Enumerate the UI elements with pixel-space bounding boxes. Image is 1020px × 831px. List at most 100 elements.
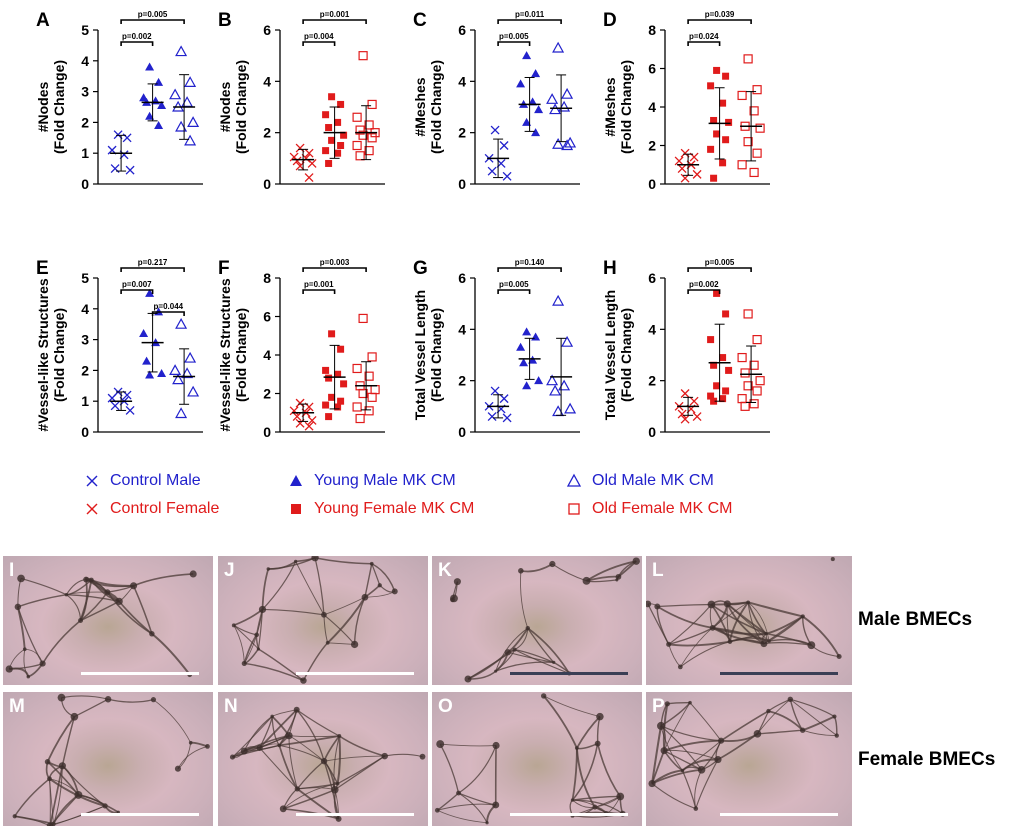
p-value-label: p=0.002	[689, 280, 719, 289]
data-point-x	[490, 386, 500, 396]
significance-bracket: p=0.005	[120, 10, 185, 24]
y-tick-label: 5	[81, 270, 89, 286]
data-point-square	[749, 167, 759, 178]
x-stroke	[295, 398, 305, 408]
vessel-segment	[48, 778, 51, 826]
data-point-triangle	[145, 62, 155, 71]
panel-label: N	[224, 696, 238, 717]
cell-cluster	[189, 570, 197, 578]
legend-item-young-female: Young Female MK CM	[282, 499, 474, 519]
data-point-square	[719, 354, 727, 362]
legend-label: Young Male MK CM	[314, 472, 456, 489]
vessel-segment	[596, 743, 621, 797]
vessel-segment	[133, 573, 194, 587]
data-point-square	[743, 54, 753, 64]
vessel-segment	[323, 614, 329, 643]
data-point-triangle	[546, 374, 559, 386]
y-axis-label-line: #Meshes	[602, 77, 618, 136]
data-point-square	[364, 120, 374, 130]
vessel-segment	[437, 809, 488, 824]
vessel-segment	[651, 768, 702, 785]
data-point-triangle	[528, 97, 538, 106]
data-point-x	[692, 412, 702, 422]
data-point-square	[337, 397, 345, 405]
data-point-square	[743, 137, 753, 147]
cell-cluster	[391, 588, 398, 595]
data-point-triangle	[522, 51, 532, 60]
legend-label: Control Male	[110, 472, 201, 489]
cell-cluster	[787, 696, 794, 703]
vessel-segment	[288, 735, 298, 790]
data-point-triangle	[142, 356, 152, 365]
group-control-male	[484, 386, 512, 423]
data-point-square	[352, 363, 362, 374]
data-point-triangle	[187, 385, 200, 397]
x-stroke	[692, 412, 702, 422]
x-stroke	[674, 156, 684, 166]
cell-cluster	[632, 557, 640, 565]
vessel-segment	[323, 760, 339, 784]
y-tick-label: 0	[81, 424, 89, 440]
significance-bracket: p=0.011	[497, 10, 562, 24]
micrograph-K: K	[432, 556, 642, 685]
data-point-square	[713, 66, 721, 74]
data-point-triangle	[519, 358, 529, 367]
legend-label: Control Female	[110, 500, 220, 517]
cell-cluster	[680, 768, 685, 773]
vessel-segment	[514, 628, 529, 651]
vessel-segment	[314, 557, 325, 615]
cell-cluster	[241, 660, 247, 667]
x-stroke	[490, 386, 500, 396]
data-point-square	[752, 85, 762, 95]
y-axis-label-line: #Nodes	[35, 82, 51, 133]
vessel-segment	[695, 759, 719, 809]
cell-cluster	[270, 714, 274, 719]
vessel-segment	[543, 695, 601, 718]
row-label-male: Male BMECs	[858, 609, 973, 630]
y-axis-label: #Nodes(Fold Change)	[35, 60, 67, 154]
vessel-segment	[467, 649, 516, 680]
cell-cluster	[258, 605, 267, 614]
y-tick-label: 0	[648, 176, 656, 192]
data-point-square	[737, 90, 747, 101]
bracket-line	[687, 267, 752, 272]
vessel-segment	[768, 710, 804, 731]
data-point-x	[304, 148, 314, 158]
cell-cluster	[450, 594, 458, 603]
data-point-x	[674, 156, 684, 166]
data-point-x	[680, 414, 690, 424]
vessel-segment	[712, 601, 749, 629]
y-tick-label: 6	[648, 61, 656, 77]
chart-panel-B: B 0 2 4 6 #Nodes(Fold Change) p=0.004 p=0.001	[217, 10, 385, 192]
data-point-triangle	[157, 368, 167, 377]
y-tick-label: 4	[648, 99, 656, 115]
bracket-line	[687, 19, 752, 24]
vessel-network	[646, 557, 842, 670]
vessel-segment	[353, 596, 366, 645]
vessel-segment	[651, 725, 662, 784]
y-axis-label: Total Vessel Length(Fold Change)	[412, 290, 444, 420]
legend-marker-filled-square-icon	[291, 504, 301, 514]
x-stroke	[304, 173, 314, 183]
x-stroke	[295, 143, 305, 153]
legend-marker-filled-triangle-icon	[290, 475, 302, 486]
vessel-segment	[296, 709, 340, 737]
y-axis-label-line: #Vessel-like Structures	[217, 278, 233, 432]
x-stroke	[499, 141, 509, 150]
vessel-segment	[41, 619, 82, 665]
data-point-square	[358, 51, 368, 61]
data-point-square	[752, 148, 762, 158]
p-value-label: p=0.039	[705, 10, 735, 19]
cell-cluster	[70, 712, 79, 721]
cell-cluster	[570, 798, 575, 802]
cell-cluster	[205, 744, 210, 749]
p-value-label: p=0.004	[304, 32, 334, 41]
data-point-triangle	[561, 87, 574, 99]
data-point-triangle	[175, 407, 188, 419]
panel-label: K	[438, 560, 452, 581]
data-point-square	[740, 368, 750, 378]
p-value-label: p=0.001	[320, 10, 350, 19]
p-value-label: p=0.001	[304, 280, 334, 289]
data-point-triangle	[522, 327, 532, 336]
significance-bracket: p=0.005	[687, 258, 752, 272]
